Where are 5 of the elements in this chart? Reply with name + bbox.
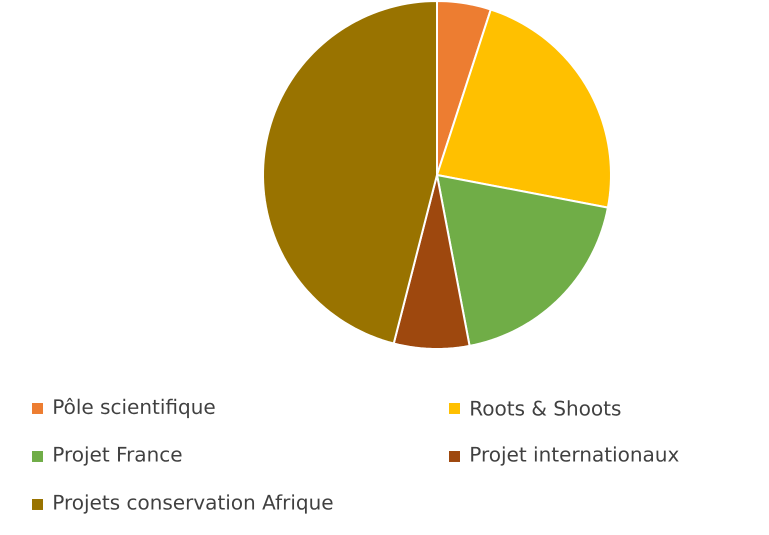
legend-label: Projets conservation Afrique xyxy=(54,494,333,514)
legend-label: Pôle scientifique xyxy=(54,398,215,418)
legend-label: Projet internationaux xyxy=(471,446,679,466)
legend-label: Roots & Shoots xyxy=(471,400,620,416)
legend-label: Projet France xyxy=(54,446,182,466)
